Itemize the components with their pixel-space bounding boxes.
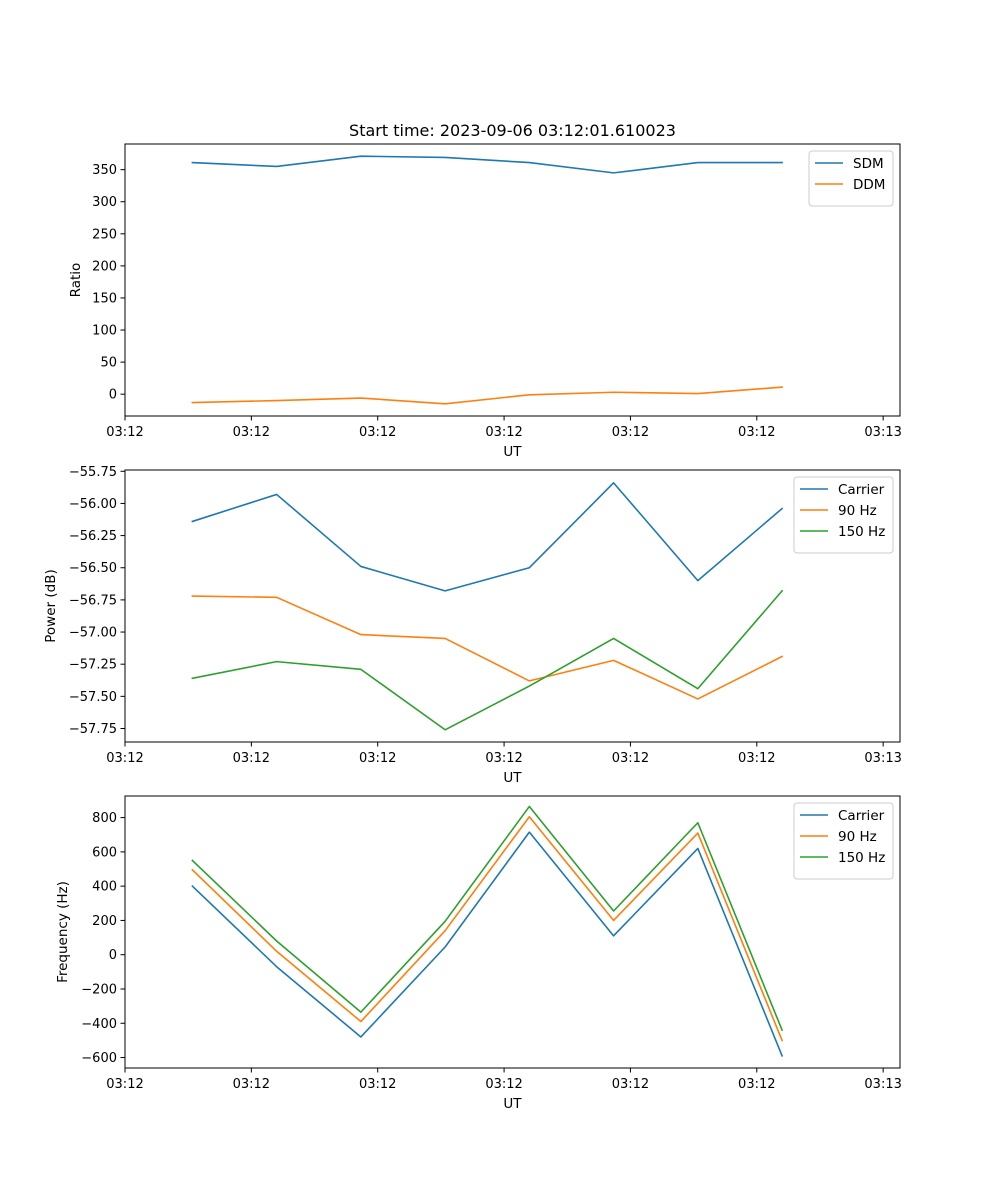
x-tick-label: 03:12 bbox=[485, 751, 522, 766]
chart-panel-2: 03:12 03:12 03:12 03:12 03:12 03:12 03:13 −57.7… bbox=[43, 465, 902, 786]
y-tick-label: 250 bbox=[92, 227, 117, 242]
y-tick-label: 100 bbox=[92, 324, 117, 339]
y-tick-label: 0 bbox=[109, 388, 117, 403]
y-tick-label: 200 bbox=[92, 914, 117, 929]
legend-entry-label: DDM bbox=[853, 177, 885, 193]
x-tick-label: 03:12 bbox=[359, 751, 396, 766]
legend-entry-label: Carrier bbox=[838, 482, 885, 498]
legend: Carrier 90 Hz 150 Hz bbox=[793, 802, 894, 880]
x-axis-label: UT bbox=[503, 444, 522, 460]
x-tick-label: 03:12 bbox=[106, 1077, 143, 1092]
y-tick-label: −57.25 bbox=[69, 658, 117, 673]
x-tick-label: 03:12 bbox=[485, 425, 522, 440]
x-tick-label: 03:12 bbox=[738, 751, 775, 766]
x-tick-label: 03:12 bbox=[738, 425, 775, 440]
legend-entry-label: SDM bbox=[853, 156, 884, 172]
x-axis-label: UT bbox=[503, 1096, 522, 1112]
y-tick-label: 300 bbox=[92, 195, 117, 210]
x-tick-label: 03:12 bbox=[233, 1077, 270, 1092]
legend-entry-label: Carrier bbox=[838, 808, 885, 824]
series-line-150-hz bbox=[191, 805, 784, 1032]
series-line-ddm bbox=[191, 386, 783, 405]
y-tick-label: −57.50 bbox=[69, 690, 117, 705]
y-tick-label: −55.75 bbox=[69, 465, 117, 480]
axes-frame bbox=[124, 469, 901, 743]
x-tick-label: 03:13 bbox=[864, 425, 901, 440]
legend-box bbox=[793, 476, 894, 554]
y-tick-label: 600 bbox=[92, 845, 117, 860]
x-tick-label: 03:12 bbox=[612, 1077, 649, 1092]
y-tick-label: 200 bbox=[92, 259, 117, 274]
series-line-carrier bbox=[191, 831, 784, 1057]
y-tick-label: −200 bbox=[81, 982, 117, 997]
y-tick-label: −56.25 bbox=[69, 529, 117, 544]
y-tick-label: 50 bbox=[100, 356, 117, 371]
figure-title: Start time: 2023-09-06 03:12:01.610023 bbox=[349, 121, 676, 140]
y-tick-label: −56.75 bbox=[69, 593, 117, 608]
legend-entry-label: 90 Hz bbox=[838, 829, 877, 845]
x-tick-label: 03:12 bbox=[233, 751, 270, 766]
y-tick-label: −600 bbox=[81, 1051, 117, 1066]
x-tick-label: 03:12 bbox=[485, 1077, 522, 1092]
series-line-150-hz bbox=[191, 589, 784, 731]
x-tick-label: 03:12 bbox=[233, 425, 270, 440]
axes-frame bbox=[124, 143, 901, 417]
series-line-90-hz bbox=[191, 815, 784, 1042]
y-tick-label: 800 bbox=[92, 811, 117, 826]
series-line-90-hz bbox=[191, 595, 784, 700]
chart-panel-1: 03:12 03:12 03:12 03:12 03:12 03:12 03:13 0 50 10… bbox=[68, 143, 902, 460]
y-tick-label: 350 bbox=[92, 163, 117, 178]
legend-entry-label: 150 Hz bbox=[838, 524, 885, 540]
x-tick-label: 03:12 bbox=[612, 751, 649, 766]
axes-frame bbox=[124, 795, 901, 1069]
series-line-sdm bbox=[191, 155, 783, 174]
legend-box bbox=[793, 802, 894, 880]
legend-box bbox=[808, 150, 894, 207]
x-axis-label: UT bbox=[503, 770, 522, 786]
series-line-carrier bbox=[191, 482, 784, 592]
y-tick-label: −56.00 bbox=[69, 497, 117, 512]
legend: SDM DDM bbox=[808, 150, 894, 207]
x-tick-label: 03:12 bbox=[106, 425, 143, 440]
x-tick-label: 03:13 bbox=[864, 751, 901, 766]
x-tick-label: 03:12 bbox=[612, 425, 649, 440]
y-tick-label: −57.00 bbox=[69, 626, 117, 641]
legend-entry-label: 90 Hz bbox=[838, 503, 877, 519]
chart-panels: 03:12 03:12 03:12 03:12 03:12 03:12 03:13 0 50 10… bbox=[43, 143, 902, 1112]
y-tick-label: −400 bbox=[81, 1017, 117, 1032]
y-axis-label: Power (dB) bbox=[43, 569, 59, 642]
legend-entry-label: 150 Hz bbox=[838, 850, 885, 866]
x-tick-label: 03:13 bbox=[864, 1077, 901, 1092]
legend: Carrier 90 Hz 150 Hz bbox=[793, 476, 894, 554]
y-tick-label: 0 bbox=[109, 948, 117, 963]
y-axis-label: Ratio bbox=[68, 263, 84, 298]
x-tick-label: 03:12 bbox=[359, 1077, 396, 1092]
y-tick-label: 400 bbox=[92, 880, 117, 895]
x-tick-label: 03:12 bbox=[106, 751, 143, 766]
y-tick-label: 150 bbox=[92, 291, 117, 306]
y-tick-label: −56.50 bbox=[69, 561, 117, 576]
x-tick-label: 03:12 bbox=[359, 425, 396, 440]
x-tick-label: 03:12 bbox=[738, 1077, 775, 1092]
y-axis-label: Frequency (Hz) bbox=[55, 881, 71, 983]
y-tick-label: −57.75 bbox=[69, 722, 117, 737]
chart-panel-3: 03:12 03:12 03:12 03:12 03:12 03:12 03:13 −600 −… bbox=[55, 795, 902, 1112]
